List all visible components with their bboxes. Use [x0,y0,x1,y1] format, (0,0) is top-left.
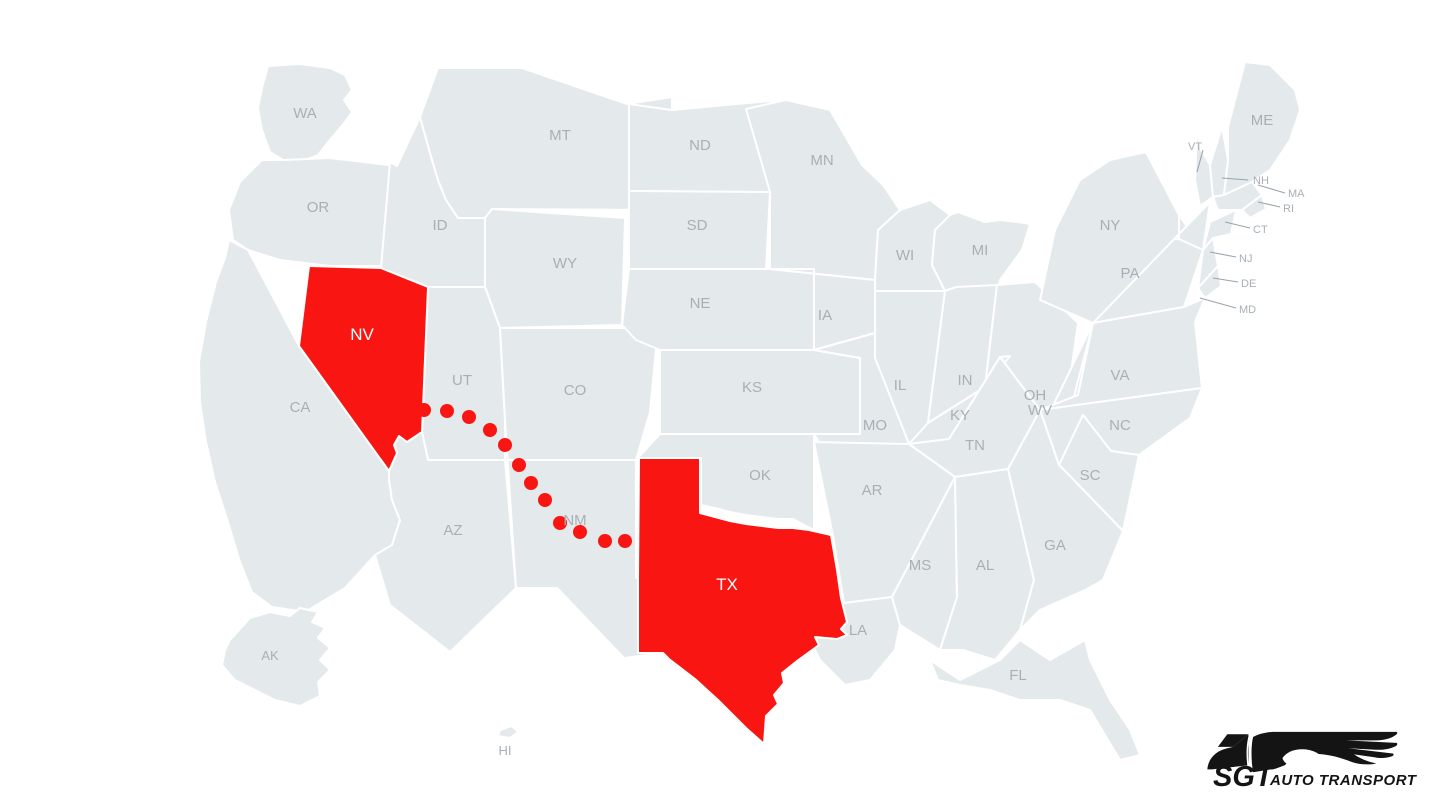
svg-text:MN: MN [810,152,833,169]
svg-text:ND: ND [689,137,711,154]
svg-text:IL: IL [894,377,907,394]
svg-text:MT: MT [549,127,571,144]
svg-text:WI: WI [896,247,914,264]
svg-text:CA: CA [290,399,311,416]
svg-text:CT: CT [1253,224,1268,236]
svg-text:NH: NH [1253,175,1269,187]
svg-text:MD: MD [1239,304,1256,316]
svg-text:DE: DE [1241,278,1256,290]
svg-text:WV: WV [1028,402,1052,419]
svg-text:NY: NY [1100,217,1121,234]
svg-text:FL: FL [1009,667,1027,684]
svg-text:MI: MI [972,242,989,259]
svg-text:VT: VT [1188,141,1202,153]
svg-text:TX: TX [716,575,738,594]
svg-text:ME: ME [1251,112,1274,129]
svg-text:AR: AR [862,482,883,499]
svg-text:MO: MO [863,417,887,434]
svg-text:MA: MA [1288,188,1305,200]
svg-text:AUTO TRANSPORT: AUTO TRANSPORT [1269,772,1418,789]
svg-text:AZ: AZ [443,522,462,539]
svg-text:MS: MS [909,557,932,574]
svg-text:AL: AL [976,557,994,574]
svg-text:GA: GA [1044,537,1066,554]
svg-text:VA: VA [1111,367,1130,384]
svg-text:RI: RI [1283,203,1294,215]
svg-text:UT: UT [452,372,472,389]
svg-text:NE: NE [690,295,711,312]
svg-text:OK: OK [749,467,771,484]
svg-text:WA: WA [293,105,317,122]
svg-text:AK: AK [261,648,279,663]
svg-text:LA: LA [849,622,867,639]
svg-text:WY: WY [553,255,577,272]
svg-text:KY: KY [950,407,970,424]
svg-text:PA: PA [1121,265,1140,282]
svg-text:NV: NV [350,325,374,344]
svg-text:KS: KS [742,379,762,396]
svg-text:NC: NC [1109,417,1131,434]
svg-text:IN: IN [958,372,973,389]
svg-text:OR: OR [307,199,330,216]
svg-text:SD: SD [687,217,708,234]
svg-text:CO: CO [564,382,587,399]
svg-text:NJ: NJ [1239,253,1252,265]
svg-text:IA: IA [818,307,832,324]
svg-text:SGT: SGT [1213,761,1275,793]
svg-text:HI: HI [499,743,512,758]
svg-text:NM: NM [563,512,586,529]
svg-text:ID: ID [433,217,448,234]
svg-text:TN: TN [965,437,985,454]
svg-text:SC: SC [1080,467,1101,484]
